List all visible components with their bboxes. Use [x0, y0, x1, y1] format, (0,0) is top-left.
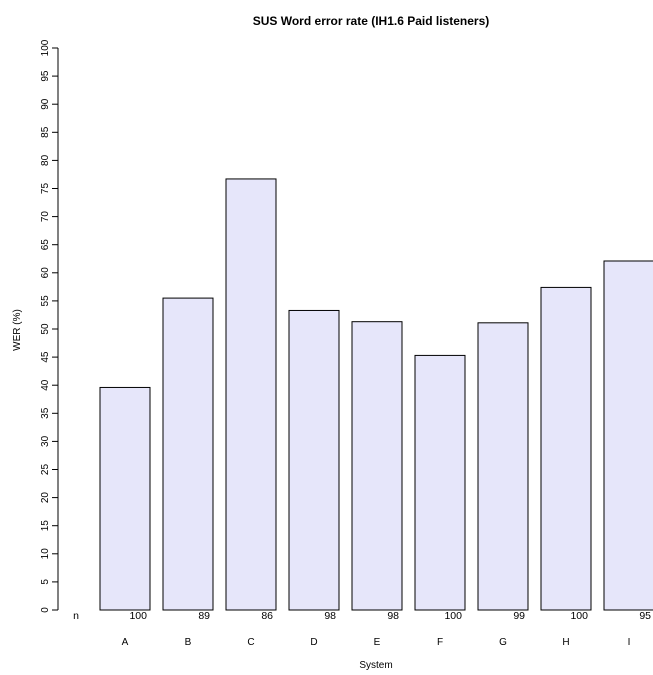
n-value-label: 98: [387, 610, 399, 622]
y-tick-label: 85: [40, 126, 51, 138]
y-tick-label: 30: [40, 435, 51, 447]
bar-i: [603, 260, 653, 611]
n-row-label: n: [73, 610, 79, 622]
x-axis-label: System: [359, 660, 392, 671]
y-tick-label: 55: [40, 295, 51, 307]
n-value-label: 89: [198, 610, 210, 622]
n-value-label: 98: [324, 610, 336, 622]
x-category-label: H: [562, 637, 569, 648]
y-tick-label: 65: [40, 239, 51, 251]
x-category-label: E: [374, 637, 381, 648]
n-value-label: 100: [129, 610, 147, 622]
n-value-label: 99: [513, 610, 525, 622]
bars: 100 A 89 B 86 C 98 D 98 E 100 F 99 G 100 H 95 I: [99, 178, 653, 648]
y-tick-label: 20: [40, 492, 51, 504]
bar-b: [162, 297, 214, 611]
n-value-label: 100: [570, 610, 588, 622]
y-tick-label: 100: [40, 39, 51, 56]
x-category-label: A: [122, 637, 129, 648]
y-tick-label: 70: [40, 211, 51, 223]
y-tick-label: 45: [40, 351, 51, 363]
n-value-label: 86: [261, 610, 273, 622]
y-tick-label: 15: [40, 520, 51, 532]
y-tick-label: 40: [40, 379, 51, 391]
y-tick-label: 5: [40, 579, 51, 585]
bar-c: [225, 178, 277, 611]
bar-f: [414, 354, 466, 611]
y-tick-label: 75: [40, 183, 51, 195]
bar-d: [288, 309, 340, 611]
x-category-label: G: [499, 637, 507, 648]
y-tick-label: 50: [40, 323, 51, 335]
bar-h: [540, 286, 592, 611]
y-tick-label: 60: [40, 267, 51, 279]
n-value-label: 100: [444, 610, 462, 622]
x-category-label: C: [247, 637, 254, 648]
y-tick-label: 10: [40, 548, 51, 560]
y-axis-label: WER (%): [12, 309, 23, 351]
y-tick-label: 35: [40, 407, 51, 419]
y-tick-label: 80: [40, 154, 51, 166]
y-tick-label: 95: [40, 70, 51, 82]
y-axis: 0 5 10 15 20 25 30 35 40 45 50 55 60 65 70 75 80 85 90 95 10…: [40, 39, 58, 613]
x-category-label: F: [437, 637, 443, 648]
x-category-label: B: [185, 637, 192, 648]
y-tick-label: 0: [40, 607, 51, 613]
y-tick-label: 25: [40, 464, 51, 476]
bar-e: [351, 321, 403, 611]
x-category-label: D: [310, 637, 317, 648]
bar-g: [477, 322, 529, 611]
n-value-label: 95: [639, 610, 651, 622]
bar-a: [99, 386, 151, 611]
x-category-label: I: [628, 637, 631, 648]
y-tick-label: 90: [40, 98, 51, 110]
chart-title: SUS Word error rate (IH1.6 Paid listener…: [253, 14, 490, 28]
